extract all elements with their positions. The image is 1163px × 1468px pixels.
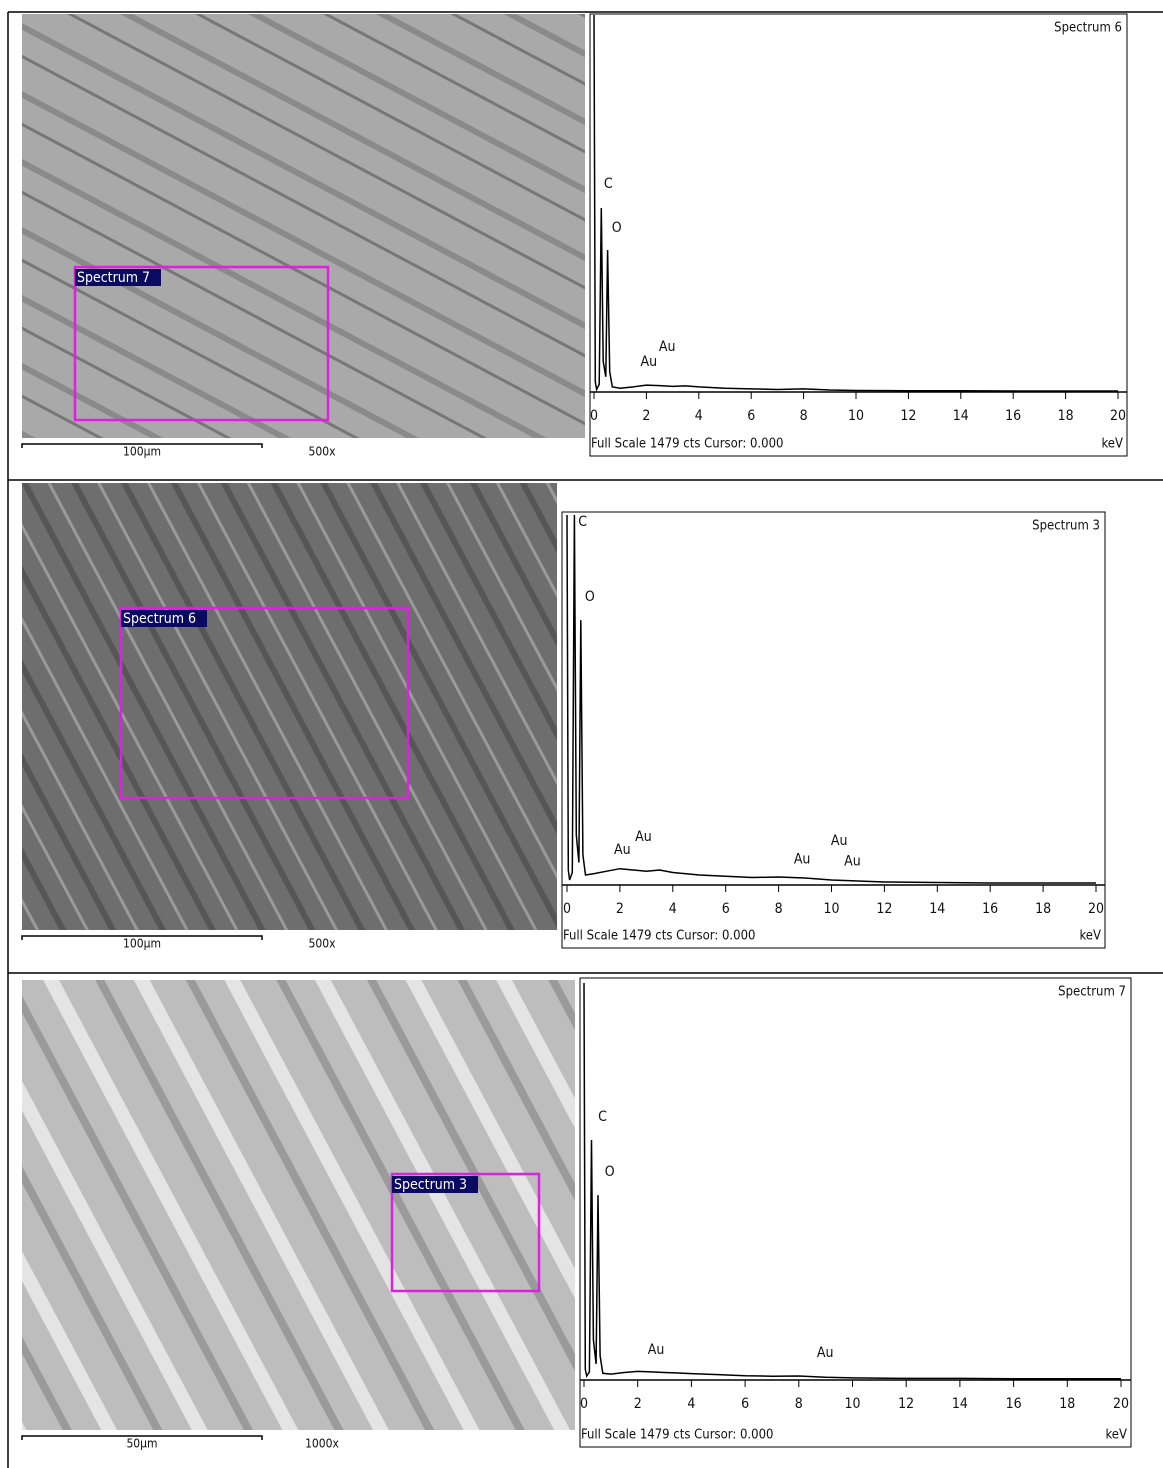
x-tick-label: 8 — [800, 408, 808, 424]
sem-image — [22, 980, 575, 1430]
magnification: 500x — [309, 445, 337, 459]
x-tick-label: 4 — [669, 901, 677, 917]
x-tick-label: 12 — [876, 901, 892, 917]
sem-image — [22, 483, 557, 930]
x-tick-label: 2 — [616, 901, 624, 917]
x-tick-label: 8 — [775, 901, 783, 917]
scale-bar-label: 100µm — [123, 445, 161, 459]
x-tick-label: 10 — [848, 408, 864, 424]
magnification: 500x — [309, 937, 337, 951]
sem-image — [22, 14, 585, 438]
peak-label: Au — [635, 829, 652, 845]
x-tick-label: 18 — [1035, 901, 1051, 917]
peak-label: C — [598, 1109, 607, 1125]
spectrum-title: Spectrum 3 — [1032, 519, 1100, 534]
spectrum-title: Spectrum 7 — [1058, 985, 1126, 1000]
peak-label: O — [605, 1164, 615, 1180]
x-tick-label: 6 — [722, 901, 730, 917]
x-tick-label: 18 — [1059, 1396, 1075, 1412]
x-tick-label: 4 — [695, 408, 703, 424]
peak-label: C — [578, 514, 587, 530]
x-axis-label: keV — [1101, 437, 1123, 452]
x-tick-label: 16 — [982, 901, 998, 917]
peak-label: O — [612, 220, 622, 236]
page: {"images": [ {"region_label": "Spectrum … — [0, 0, 1163, 1468]
x-tick-label: 18 — [1058, 408, 1074, 424]
region-label: Spectrum 3 — [394, 1177, 467, 1193]
x-tick-label: 0 — [563, 901, 571, 917]
peak-label: Au — [641, 354, 658, 370]
x-axis-label: keV — [1105, 1428, 1127, 1443]
x-axis-label: keV — [1079, 929, 1101, 944]
x-tick-label: 10 — [844, 1396, 860, 1412]
spectrum-frame — [580, 978, 1131, 1447]
peak-label: Au — [817, 1345, 834, 1361]
x-tick-label: 14 — [953, 408, 969, 424]
x-tick-label: 20 — [1113, 1396, 1129, 1412]
x-tick-label: 16 — [1006, 1396, 1022, 1412]
x-tick-label: 2 — [642, 408, 650, 424]
x-tick-label: 12 — [898, 1396, 914, 1412]
scale-bar-label: 50µm — [126, 1437, 157, 1451]
peak-label: Au — [844, 853, 861, 869]
peak-label: C — [604, 176, 613, 192]
spectrum-footer: Full Scale 1479 cts Cursor: 0.000 — [581, 1428, 773, 1443]
x-tick-label: 16 — [1005, 408, 1021, 424]
x-tick-label: 0 — [580, 1396, 588, 1412]
x-tick-label: 12 — [900, 408, 916, 424]
magnification: 1000x — [305, 1437, 339, 1451]
spectrum-footer: Full Scale 1479 cts Cursor: 0.000 — [591, 437, 783, 452]
x-tick-label: 0 — [590, 408, 598, 424]
x-tick-label: 14 — [929, 901, 945, 917]
region-label: Spectrum 6 — [123, 611, 196, 627]
region-label: Spectrum 7 — [77, 270, 150, 286]
spectrum-frame — [590, 14, 1127, 456]
x-tick-label: 6 — [747, 408, 755, 424]
x-tick-label: 14 — [952, 1396, 968, 1412]
peak-label: Au — [794, 851, 811, 867]
x-tick-label: 8 — [795, 1396, 803, 1412]
peak-label: Au — [614, 842, 631, 858]
figure: Spectrum 7 100µm 500x Spectrum 6 Full Scale … — [0, 0, 1163, 1468]
peak-label: Au — [831, 833, 848, 849]
peak-label: Au — [648, 1342, 665, 1358]
x-tick-label: 4 — [687, 1396, 695, 1412]
spectrum-footer: Full Scale 1479 cts Cursor: 0.000 — [563, 929, 755, 944]
x-tick-label: 2 — [634, 1396, 642, 1412]
peak-label: O — [585, 589, 595, 605]
x-tick-label: 20 — [1088, 901, 1104, 917]
peak-label: Au — [659, 339, 676, 355]
x-tick-label: 10 — [823, 901, 839, 917]
x-tick-label: 20 — [1110, 408, 1126, 424]
x-tick-label: 6 — [741, 1396, 749, 1412]
spectrum-title: Spectrum 6 — [1054, 21, 1122, 36]
scale-bar-label: 100µm — [123, 937, 161, 951]
